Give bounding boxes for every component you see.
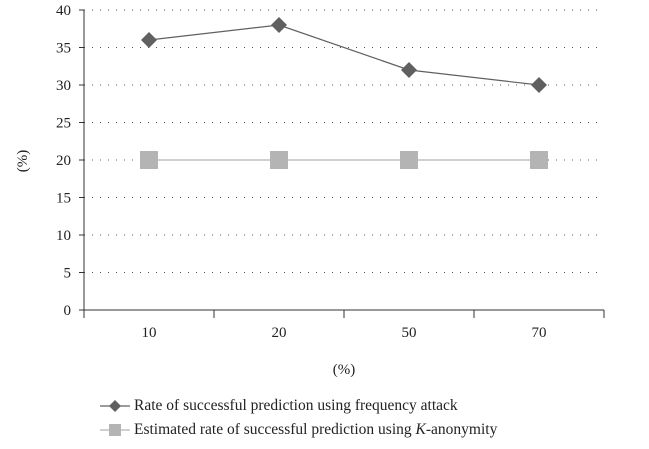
y-tick-label: 0	[64, 303, 72, 319]
gridlines	[84, 9, 604, 273]
y-tick-label: 5	[64, 266, 72, 282]
series-1	[141, 17, 547, 93]
data-point-diamond	[141, 32, 157, 48]
diamond-marker-icon	[100, 400, 130, 412]
data-point-diamond	[271, 17, 287, 33]
square-marker-icon	[100, 424, 130, 436]
data-point-diamond	[531, 77, 547, 93]
line-chart: 0 5 10 15 20 25 30 35 40 10 20 50 70 (%) (%)	[15, 3, 605, 378]
y-tick-label: 40	[56, 3, 71, 19]
legend-label: Rate of successful prediction using freq…	[134, 397, 458, 414]
axes	[79, 9, 605, 318]
data-point-diamond	[401, 62, 417, 78]
data-point-square	[400, 151, 418, 169]
y-tick-label: 10	[56, 228, 71, 244]
series-line	[148, 24, 540, 86]
legend-label: Estimated rate of successful prediction …	[134, 421, 498, 438]
y-tick-label: 35	[56, 41, 71, 57]
y-axis-label: (%)	[15, 150, 31, 173]
x-tick-label: 10	[142, 325, 157, 341]
y-tick-label: 15	[56, 191, 71, 207]
data-point-square	[270, 151, 288, 169]
x-axis-label: (%)	[333, 362, 356, 378]
x-tick-label: 70	[532, 325, 547, 341]
y-tick-label: 25	[56, 116, 71, 132]
x-tick-label: 50	[402, 325, 417, 341]
series-layer	[140, 17, 548, 169]
data-point-square	[530, 151, 548, 169]
data-point-square	[140, 151, 158, 169]
tick-labels: 0 5 10 15 20 25 30 35 40 10 20 50 70	[56, 3, 547, 341]
y-tick-label: 30	[56, 78, 71, 94]
x-tick-label: 20	[272, 325, 287, 341]
series-2	[140, 151, 548, 169]
y-tick-label: 20	[56, 153, 71, 169]
